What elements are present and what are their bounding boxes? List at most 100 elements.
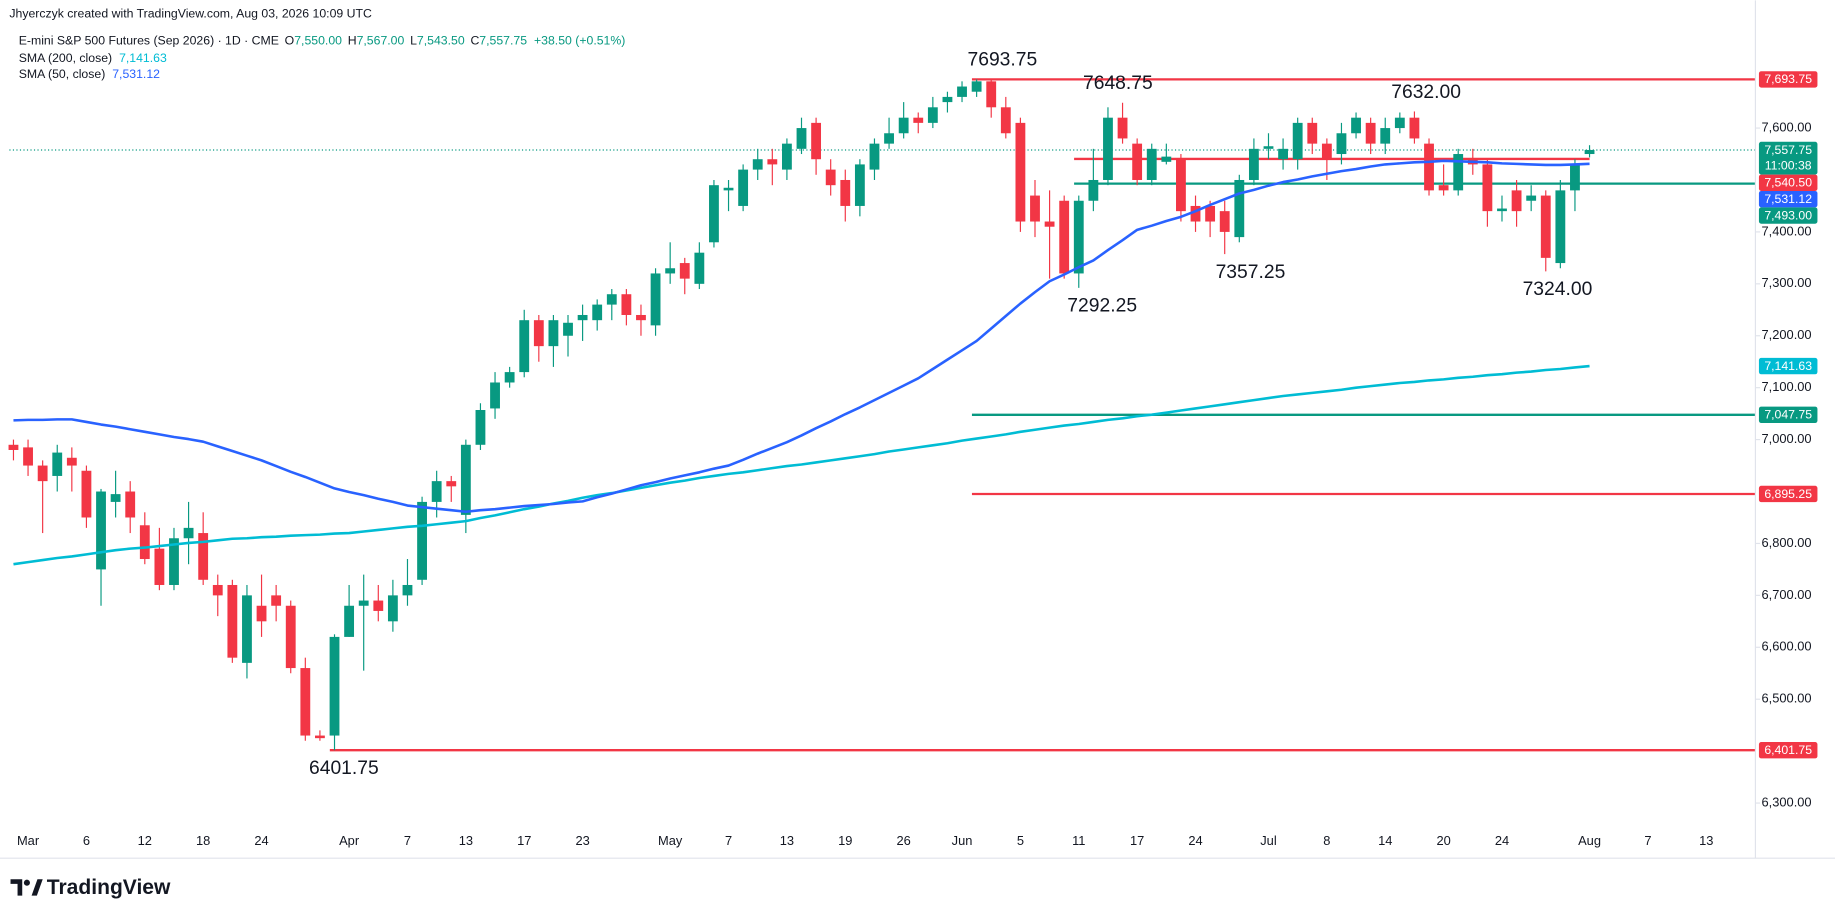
- candle-body: [1000, 107, 1011, 134]
- x-tick-label: 13: [1699, 833, 1713, 848]
- candle-body: [1117, 117, 1128, 139]
- candle-body: [1394, 117, 1405, 129]
- y-tick-label: 6,700.00: [1762, 587, 1812, 602]
- x-tick-label: 19: [838, 833, 852, 848]
- candle-body: [1205, 205, 1216, 222]
- y-tick-label: 7,000.00: [1762, 431, 1812, 446]
- x-tick-label: 20: [1436, 833, 1450, 848]
- candle-body: [96, 491, 106, 570]
- candle-body: [825, 169, 836, 186]
- candle-body: [358, 600, 369, 606]
- x-tick-label: 6: [83, 833, 90, 848]
- candle-body: [1482, 164, 1493, 212]
- sma-legend: SMA (50, close) 7,531.12: [19, 67, 160, 81]
- price-annotation: 6401.75: [309, 758, 379, 779]
- candle-body: [300, 668, 311, 736]
- candle-body: [942, 96, 953, 103]
- logo-mark: [10, 879, 23, 896]
- x-tick-label: 24: [254, 833, 268, 848]
- candle-body: [1103, 117, 1113, 180]
- x-tick-label: 24: [1188, 833, 1202, 848]
- candle-body: [1263, 146, 1274, 149]
- x-tick-label: 11: [1072, 833, 1085, 848]
- logo-mark: [23, 879, 30, 886]
- candle-body: [66, 457, 77, 466]
- price-annotation: 7693.75: [967, 50, 1037, 71]
- price-tag: [1758, 190, 1818, 208]
- x-tick-label: 7: [725, 833, 732, 848]
- candle-body: [1044, 221, 1055, 227]
- candle-body: [1570, 164, 1580, 191]
- candle-body: [957, 86, 967, 97]
- candle-body: [709, 185, 719, 243]
- candle-body: [898, 117, 909, 134]
- x-tick-label: Mar: [17, 833, 40, 848]
- ohlc-value: 7,543.50: [417, 34, 465, 48]
- candle-body: [767, 159, 778, 165]
- candle-body: [723, 187, 734, 191]
- x-tick-label: 23: [575, 833, 589, 848]
- candle-body: [154, 548, 165, 585]
- candle-body: [884, 133, 894, 144]
- ohlc-value: 7,550.00: [294, 34, 342, 48]
- x-tick-label: 5: [1017, 833, 1024, 848]
- candle-body: [271, 595, 282, 606]
- candle-body: [636, 314, 646, 321]
- ohlc-prefix: C: [470, 34, 479, 48]
- candle-body: [23, 447, 33, 466]
- legend-name: SMA (50, close): [19, 67, 106, 81]
- candle-body: [1234, 179, 1245, 238]
- y-tick-label: 6,800.00: [1762, 535, 1812, 550]
- candle-body: [315, 735, 325, 739]
- plot-area: [8, 78, 1756, 752]
- candle-body: [446, 481, 457, 487]
- candle-body: [1409, 117, 1420, 139]
- candle-body: [840, 179, 851, 206]
- x-tick-label: Aug: [1578, 833, 1601, 848]
- price-tag-label: 7,531.12: [1764, 192, 1812, 206]
- y-tick-label: 6,500.00: [1762, 691, 1812, 706]
- price-tag: [1758, 357, 1818, 375]
- x-tick-label: 13: [459, 833, 473, 848]
- candle-body: [869, 143, 880, 170]
- x-tick-label: May: [658, 833, 683, 848]
- candle-body: [1278, 148, 1288, 160]
- candle-body: [1540, 195, 1551, 258]
- legend-value: 7,531.12: [112, 67, 160, 81]
- x-tick-label: 8: [1323, 833, 1330, 848]
- price-tag: [1758, 742, 1818, 759]
- candle-body: [650, 273, 661, 326]
- y-tick-label: 7,100.00: [1762, 379, 1812, 394]
- candle-body: [679, 263, 690, 279]
- brand: TradingView: [47, 876, 171, 899]
- candle-body: [475, 410, 486, 445]
- candle-body: [1132, 143, 1143, 180]
- y-tick-label: 7,200.00: [1762, 327, 1812, 342]
- candle-body: [431, 481, 442, 502]
- price-tag-label: 7,141.63: [1764, 359, 1812, 373]
- candle-body: [694, 252, 705, 284]
- price-annotation: 7292.25: [1067, 296, 1137, 317]
- candle-body: [227, 584, 238, 658]
- candle-body: [402, 584, 413, 596]
- candle-body: [1438, 185, 1449, 191]
- attribution: Jhyerczyk created with TradingView.com, …: [9, 7, 372, 21]
- x-tick-label: 12: [138, 833, 152, 848]
- logo-mark: [31, 879, 43, 896]
- candle-body: [854, 164, 865, 206]
- price-tag-label: 6,401.75: [1764, 743, 1812, 757]
- candle-body: [1059, 200, 1070, 274]
- price-annotation: 7648.75: [1083, 73, 1153, 94]
- price-annotation: 7632.00: [1391, 82, 1461, 103]
- candle-body: [781, 143, 792, 170]
- candle-body: [52, 452, 63, 476]
- candle-body: [913, 117, 924, 123]
- candle-body: [125, 491, 136, 518]
- candle-body: [1351, 117, 1361, 134]
- candle-body: [1511, 190, 1522, 212]
- sma-line: [13, 159, 1590, 514]
- x-tick-label: Apr: [339, 833, 360, 848]
- x-tick-label: 24: [1495, 833, 1509, 848]
